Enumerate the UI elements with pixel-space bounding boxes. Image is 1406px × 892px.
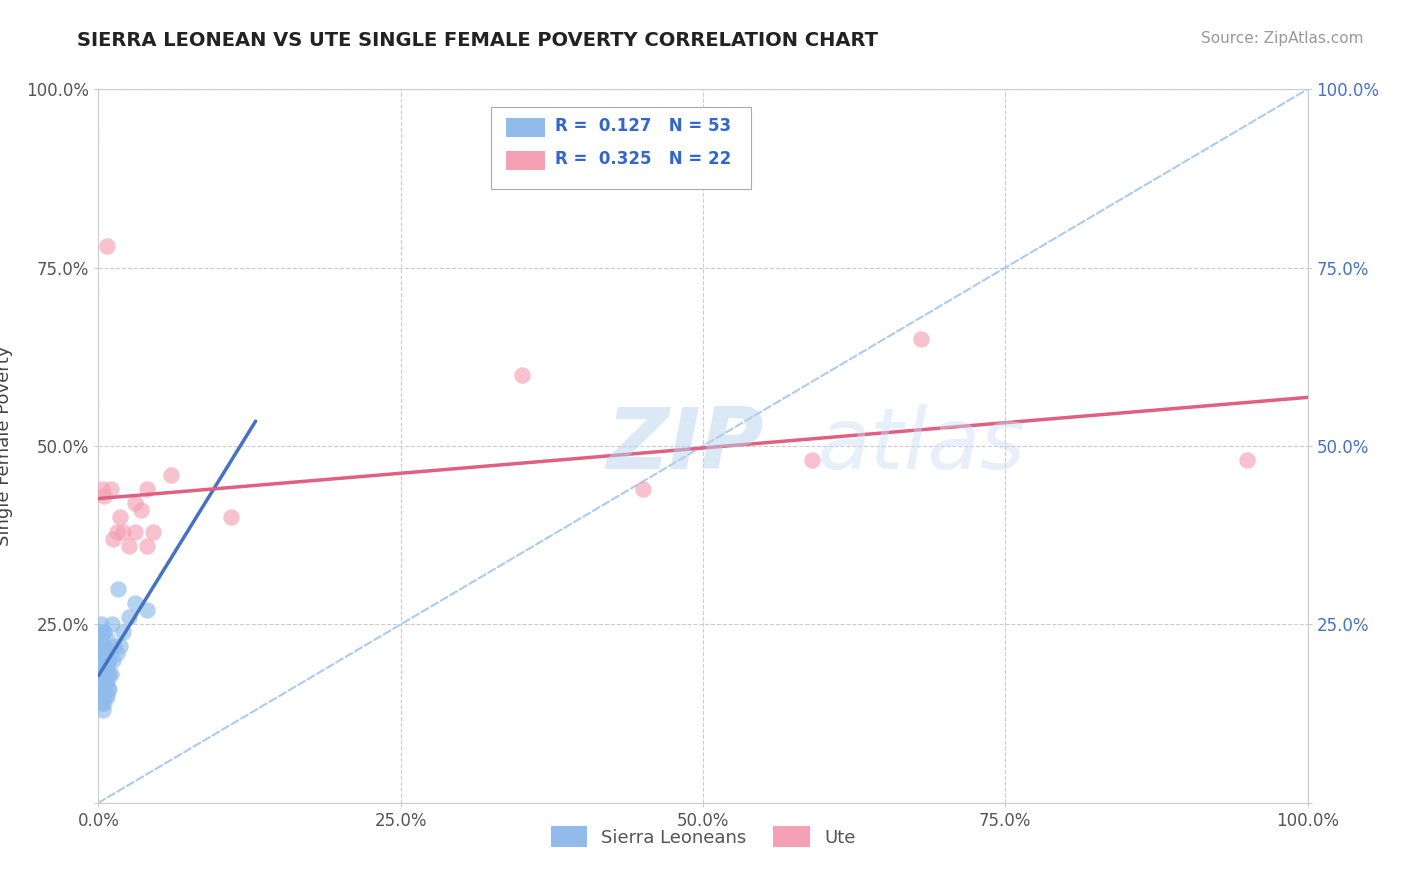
Point — [93, 696, 115, 710]
Point — [142, 524, 165, 539]
Text: Source: ZipAtlas.com: Source: ZipAtlas.com — [1201, 31, 1364, 46]
Point — [94, 689, 117, 703]
Point — [91, 696, 114, 710]
Point — [91, 639, 114, 653]
Y-axis label: Single Female Poverty: Single Female Poverty — [0, 346, 13, 546]
Point — [91, 660, 114, 674]
Point — [98, 681, 121, 696]
Point — [96, 239, 118, 253]
Point — [98, 653, 121, 667]
Point — [89, 681, 111, 696]
Point — [96, 646, 118, 660]
Text: R =  0.127   N = 53: R = 0.127 N = 53 — [555, 118, 731, 136]
Point — [93, 681, 115, 696]
Point — [91, 681, 114, 696]
Point — [108, 510, 131, 524]
Point — [93, 639, 115, 653]
Point — [510, 368, 533, 382]
Point — [91, 624, 114, 639]
Point — [90, 617, 112, 632]
Text: atlas: atlas — [818, 404, 1026, 488]
Point — [910, 332, 932, 346]
Point — [97, 681, 120, 696]
Point — [101, 653, 124, 667]
Point — [94, 660, 117, 674]
Point — [124, 596, 146, 610]
Point — [129, 503, 152, 517]
Point — [631, 482, 654, 496]
Point — [111, 624, 134, 639]
Point — [101, 532, 124, 546]
Point — [103, 639, 125, 653]
Point — [100, 617, 122, 632]
Point — [108, 639, 131, 653]
Point — [91, 639, 114, 653]
Point — [96, 660, 118, 674]
Point — [97, 653, 120, 667]
Point — [135, 539, 157, 553]
Point — [91, 674, 114, 689]
Point — [94, 674, 117, 689]
Point — [91, 703, 114, 717]
Point — [1236, 453, 1258, 467]
Point — [105, 646, 128, 660]
Point — [124, 496, 146, 510]
Point — [93, 489, 115, 503]
Point — [93, 624, 115, 639]
Point — [100, 667, 122, 681]
Point — [124, 524, 146, 539]
Point — [118, 539, 141, 553]
Text: SIERRA LEONEAN VS UTE SINGLE FEMALE POVERTY CORRELATION CHART: SIERRA LEONEAN VS UTE SINGLE FEMALE POVE… — [77, 31, 879, 50]
Legend: Sierra Leoneans, Ute: Sierra Leoneans, Ute — [543, 819, 863, 855]
Point — [91, 646, 114, 660]
Point — [135, 603, 157, 617]
FancyBboxPatch shape — [506, 119, 544, 137]
Point — [96, 632, 118, 646]
Point — [89, 653, 111, 667]
Point — [91, 624, 114, 639]
Point — [91, 653, 114, 667]
Point — [89, 667, 111, 681]
Point — [160, 467, 183, 482]
Text: R =  0.325   N = 22: R = 0.325 N = 22 — [555, 150, 731, 168]
Point — [98, 667, 121, 681]
FancyBboxPatch shape — [506, 152, 544, 169]
Point — [111, 524, 134, 539]
Point — [118, 610, 141, 624]
Point — [91, 667, 114, 681]
Point — [93, 653, 115, 667]
Point — [90, 674, 112, 689]
Point — [90, 646, 112, 660]
Point — [100, 482, 122, 496]
Point — [800, 453, 823, 467]
Point — [91, 689, 114, 703]
Point — [94, 646, 117, 660]
Text: ZIP: ZIP — [606, 404, 763, 488]
Point — [221, 510, 243, 524]
Point — [96, 689, 118, 703]
Point — [105, 524, 128, 539]
Point — [97, 667, 120, 681]
FancyBboxPatch shape — [492, 107, 751, 189]
Point — [107, 582, 129, 596]
Point — [96, 674, 118, 689]
Point — [93, 667, 115, 681]
Point — [91, 482, 114, 496]
Point — [135, 482, 157, 496]
Point — [90, 660, 112, 674]
Point — [90, 632, 112, 646]
